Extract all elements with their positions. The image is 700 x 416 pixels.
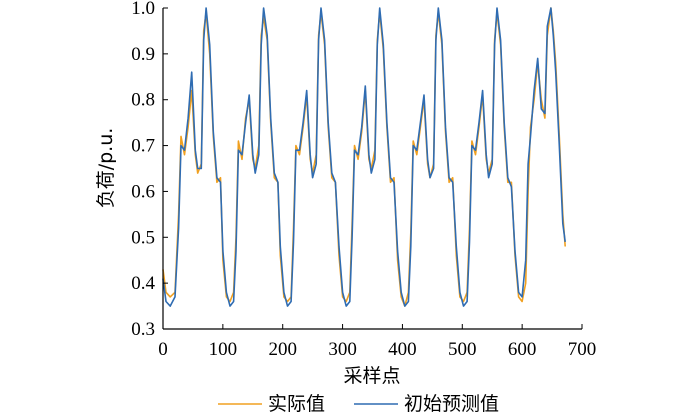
x-tick-label: 700	[568, 339, 597, 360]
plot-lines	[162, 7, 566, 307]
y-tick-label: 0.8	[131, 90, 155, 111]
y-tick-label: 0.7	[131, 136, 155, 157]
axes	[162, 8, 582, 330]
x-tick-label: 0	[158, 339, 168, 360]
x-tick-label: 300	[328, 339, 357, 360]
y-tick-label: 0.3	[131, 319, 155, 340]
y-axis-title: 负荷/p.u.	[95, 128, 117, 209]
y-tick-label: 0.5	[131, 227, 155, 248]
y-tick-label: 1.0	[131, 0, 155, 19]
x-tick-label: 500	[448, 339, 477, 360]
legend-label-actual: 实际值	[268, 393, 325, 415]
x-tick-label: 200	[268, 339, 297, 360]
y-tick-label: 0.4	[131, 273, 155, 294]
legend: 实际值 初始预测值	[218, 393, 499, 415]
x-tick-label: 600	[508, 339, 537, 360]
x-tick-label: 100	[209, 339, 238, 360]
y-tick-label: 0.6	[131, 181, 155, 202]
legend-label-predicted: 初始预测值	[404, 393, 499, 415]
series-line-predicted	[162, 7, 566, 307]
x-ticks: 0 100 200 300 400 500 600 700	[158, 324, 596, 360]
y-ticks: 0.3 0.4 0.5 0.6 0.7 0.8 0.9 1.0	[131, 0, 168, 340]
x-tick-label: 400	[388, 339, 417, 360]
y-tick-label: 0.9	[131, 44, 155, 65]
x-axis-title: 采样点	[343, 365, 400, 387]
